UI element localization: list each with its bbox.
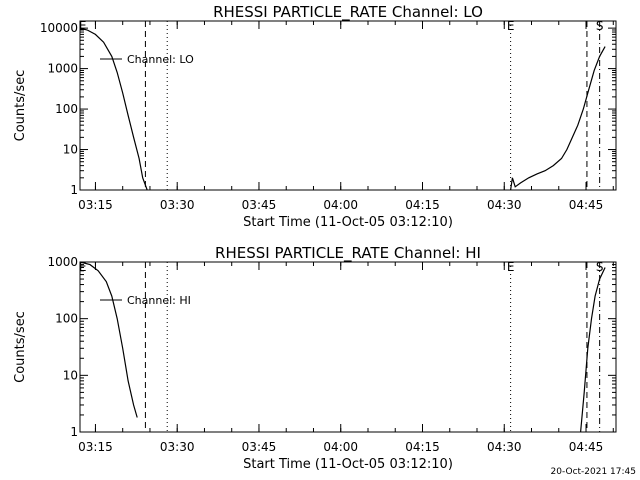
y-tick-label: 10000 xyxy=(40,21,78,35)
x-tick-label: 04:00 xyxy=(323,198,358,212)
x-tick-label: 04:15 xyxy=(405,198,440,212)
x-tick-label: 03:45 xyxy=(242,198,277,212)
plot-frame xyxy=(79,20,617,191)
chart-title: RHESSI PARTICLE_RATE Channel: LO xyxy=(213,3,483,22)
event-marker-label: E xyxy=(507,260,515,274)
y-tick-label: 100 xyxy=(55,102,78,116)
series-line xyxy=(580,267,606,433)
x-tick-label: 04:30 xyxy=(487,198,522,212)
chart-panel-hi: RHESSI PARTICLE_RATE Channel: HI Counts/s… xyxy=(13,244,617,472)
x-tick-label: 03:45 xyxy=(242,440,277,454)
event-marker-label: E xyxy=(507,19,515,33)
x-tick-label: 03:30 xyxy=(160,198,195,212)
legend-label: Channel: LO xyxy=(127,53,194,66)
y-tick-label: 1 xyxy=(70,425,78,439)
x-tick-label: 04:00 xyxy=(323,440,358,454)
x-tick-label: 04:45 xyxy=(569,440,604,454)
event-marker-label: S xyxy=(596,260,604,274)
x-tick-label: 04:45 xyxy=(569,198,604,212)
event-marker-label: E xyxy=(79,260,87,274)
y-tick-label: 1 xyxy=(70,183,78,197)
series-line xyxy=(79,27,148,191)
plot-frame xyxy=(79,261,617,433)
event-marker-label: E xyxy=(79,19,87,33)
generation-timestamp: 20-Oct-2021 17:45 xyxy=(551,467,636,477)
legend-label: Channel: HI xyxy=(127,294,191,307)
x-tick-label: 03:30 xyxy=(160,440,195,454)
x-axis-label: Start Time (11-Oct-05 03:12:10) xyxy=(243,457,453,472)
x-tick-label: 04:15 xyxy=(405,440,440,454)
y-tick-label: 1000 xyxy=(47,62,78,76)
x-tick-label: 03:15 xyxy=(78,198,113,212)
series-line xyxy=(79,261,138,418)
chart-panel-lo: RHESSI PARTICLE_RATE Channel: LO Counts/s… xyxy=(13,3,617,230)
x-tick-label: 04:30 xyxy=(487,440,522,454)
event-marker-label: S xyxy=(596,19,604,33)
y-axis-label: Counts/sec xyxy=(13,311,28,383)
y-axis-label: Counts/sec xyxy=(13,70,28,142)
y-tick-label: 10 xyxy=(63,143,78,157)
x-axis-label: Start Time (11-Oct-05 03:12:10) xyxy=(243,215,453,230)
chart-title: RHESSI PARTICLE_RATE Channel: HI xyxy=(215,244,481,263)
x-tick-label: 03:15 xyxy=(78,440,113,454)
series-line xyxy=(510,46,606,191)
y-tick-label: 100 xyxy=(55,312,78,326)
y-tick-label: 10 xyxy=(63,368,78,382)
y-tick-label: 1000 xyxy=(47,255,78,269)
